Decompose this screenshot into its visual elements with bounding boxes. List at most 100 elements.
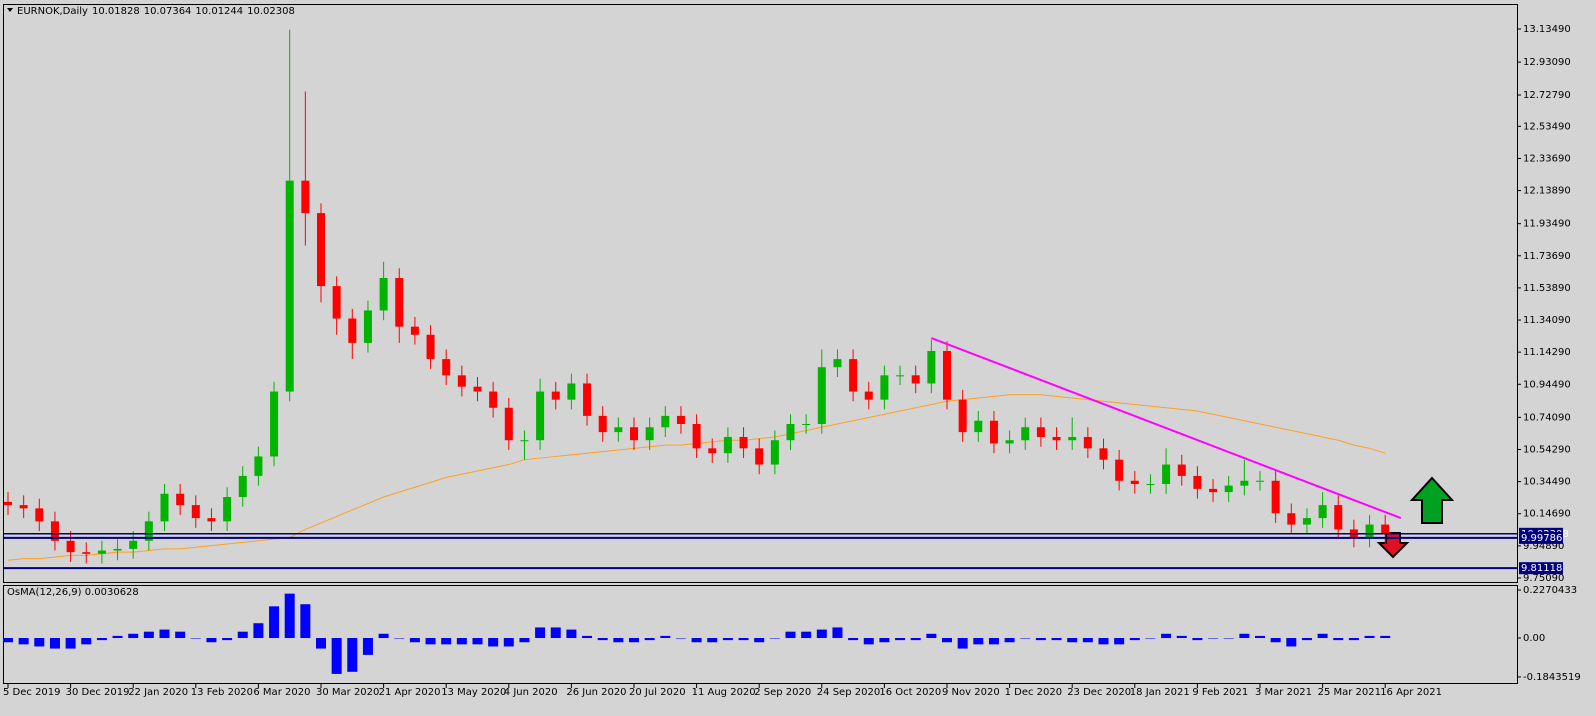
osc-bar [1364,635,1375,639]
candle-body [1209,488,1218,493]
osc-bar [269,606,280,639]
candle-body [379,277,388,311]
candle-body [864,391,873,400]
candle-body [896,375,905,377]
osc-bar [926,633,937,639]
y-tick-label: 11.34090 [1523,315,1571,326]
candle-body [911,375,920,384]
osc-bar [910,638,921,641]
candle-body [1052,436,1061,441]
candle-body [442,359,451,376]
candle-body [254,456,263,476]
osc-bar [1380,635,1391,639]
trend-line [930,337,1402,520]
menu-triangle[interactable] [7,8,13,12]
osc-bar [519,638,530,643]
osc-bar [1051,638,1062,641]
osc-bar [1145,638,1156,639]
candle-body [1287,513,1296,525]
osc-bar [1082,638,1093,643]
candle-body [1115,459,1124,481]
candle-body [1365,524,1374,538]
candle-body [1271,480,1280,514]
y-tick-label: 0.00 [1523,633,1545,644]
osc-bar [535,627,546,639]
candle-body [645,427,654,441]
osc-bar [707,638,718,643]
x-tick-label: 5 Dec 2019 [3,687,61,698]
osc-bar [832,627,843,639]
candle-body [207,518,216,522]
y-tick-label: 10.34490 [1523,477,1571,488]
candle-body [113,548,122,551]
candle-body [1334,505,1343,530]
osc-bar [378,633,389,639]
candle-body [786,423,795,441]
osc-bar [472,638,483,645]
osc-bar [394,638,405,639]
candle-body [473,386,482,392]
candle-body [395,277,404,327]
osc-bar [1270,638,1281,643]
candle-body [223,496,232,522]
candle-body [567,383,576,400]
candle-body [1177,464,1186,476]
osc-bar [1223,638,1234,639]
candle-body [35,508,44,522]
osc-bar [1286,638,1297,647]
osc-bar [425,638,436,645]
osc-bar [754,638,765,643]
candle-body [708,448,717,454]
candle-body [285,180,294,392]
osc-bar [597,638,608,641]
candle-body [661,415,670,428]
osc-bar [660,635,671,639]
candle-body [583,383,592,416]
candle-body [551,391,560,400]
level-label: 9.81118 [1521,563,1562,574]
candle-body [317,213,325,287]
y-tick-label: 10.14690 [1523,509,1571,520]
low-price: 10.01244 [195,6,243,17]
candle-body [426,334,435,360]
candle-body [958,399,967,433]
x-tick-label: 20 Jul 2020 [629,687,686,698]
candle-body [927,350,936,384]
osc-bar [848,638,859,641]
osc-bar [316,638,326,649]
candle-body [270,391,279,457]
osc-bar [973,638,984,645]
osc-bar [613,638,624,643]
y-tick-label: 11.53890 [1523,283,1571,294]
osc-bar [1348,638,1359,641]
y-tick-label: 10.54290 [1523,444,1571,455]
y-tick-label: 11.93490 [1523,219,1571,230]
candle-body [19,505,28,509]
osc-title: OsMA(12,26,9) 0.0030628 [7,587,139,598]
osc-bar [1067,638,1078,643]
candle-body [1130,480,1139,485]
osc-bar [1020,638,1031,639]
candle-body [770,440,779,465]
x-tick-label: 23 Dec 2020 [1067,687,1131,698]
candle-body [833,359,842,368]
candle-body [4,501,12,506]
candle-body [880,375,889,400]
x-tick-label: 9 Feb 2021 [1192,687,1248,698]
osc-bar [456,638,467,645]
osc-bar [34,638,45,647]
osc-bar [785,631,796,639]
candle-body [129,540,138,549]
candle-body [1162,464,1171,485]
osc-bar [1161,633,1172,639]
x-tick-label: 25 Mar 2021 [1318,687,1381,698]
osc-bar [1301,638,1312,641]
candle-body [144,521,153,541]
y-tick-label: 12.72790 [1523,90,1571,101]
x-tick-label: 4 Jun 2020 [504,687,558,698]
candle-body [301,180,310,214]
candle-body [849,359,858,392]
osc-bar [347,638,358,672]
x-tick-label: 6 Mar 2020 [253,687,310,698]
